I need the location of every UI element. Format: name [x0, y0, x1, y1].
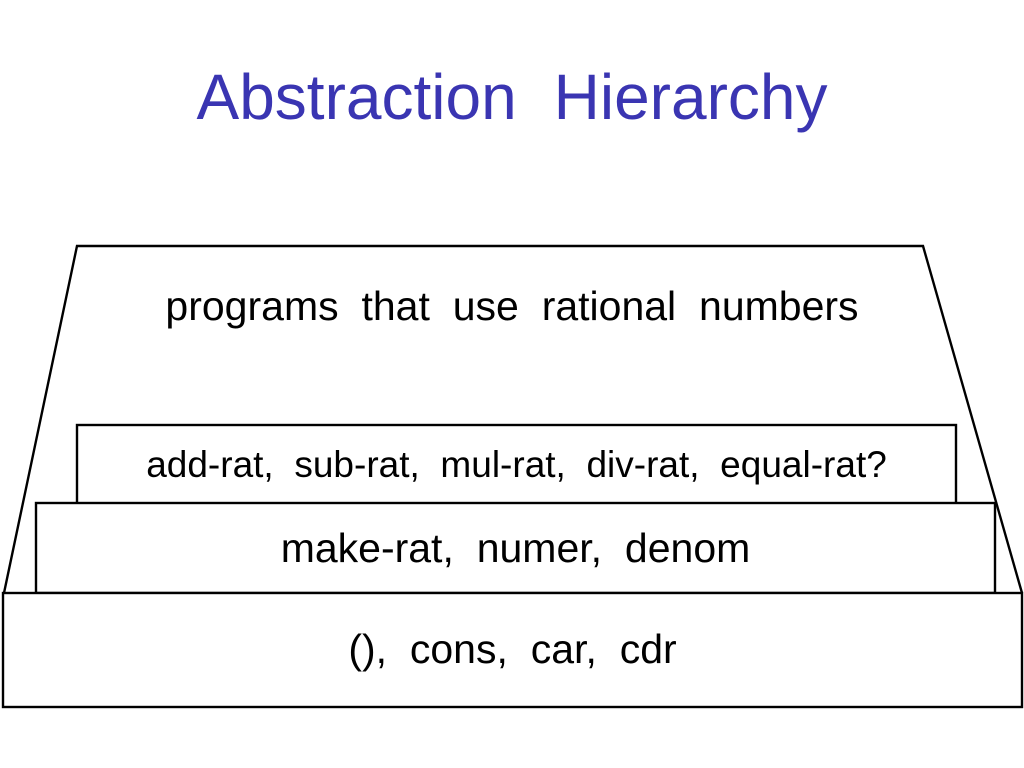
layer-box-rational-operations — [75, 423, 958, 506]
trapezoid-outline — [2, 244, 1024, 594]
slide-title: Abstraction Hierarchy — [196, 61, 828, 133]
layer-box-list-primitives — [1, 591, 1024, 709]
layer-label-rational-operations: add-rat, sub-rat, mul-rat, div-rat, equa… — [146, 443, 887, 485]
layer-label-list-primitives: (), cons, car, cdr — [348, 625, 677, 672]
layer-label-constructors-selectors: make-rat, numer, denom — [280, 524, 751, 571]
layer-label-programs: programs that use rational numbers — [165, 282, 859, 329]
